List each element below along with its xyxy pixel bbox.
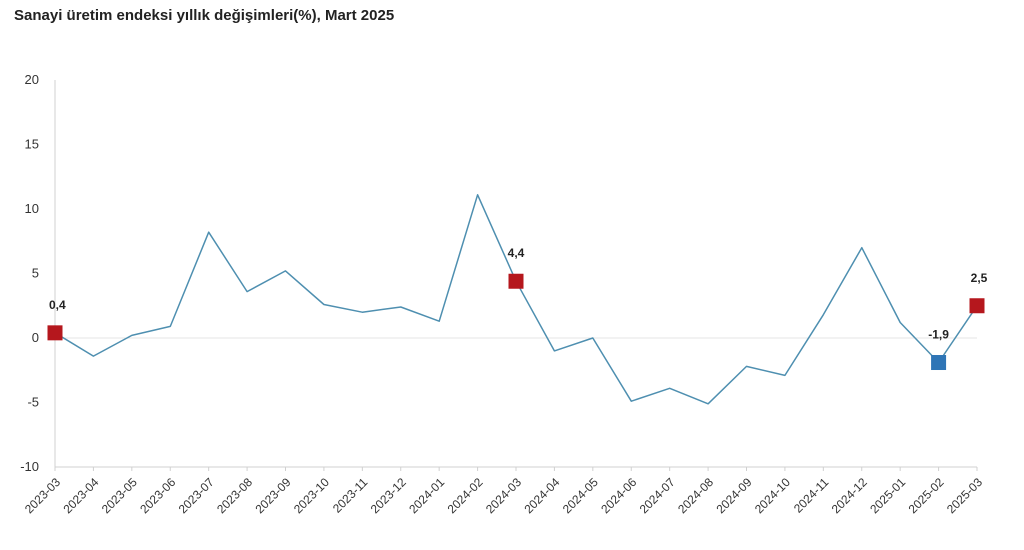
x-tick-label: 2024-02 (445, 475, 486, 516)
x-tick-label: 2025-02 (906, 475, 947, 516)
x-tick-label: 2024-04 (521, 475, 562, 516)
y-tick-label: 0 (32, 330, 39, 345)
highlight-marker (969, 298, 985, 314)
data-label: 4,4 (508, 246, 525, 260)
x-tick-label: 2024-12 (829, 475, 870, 516)
y-tick-label: 10 (25, 201, 39, 216)
y-tick-label: 15 (25, 137, 39, 152)
x-tick-label: 2024-08 (675, 475, 716, 516)
x-tick-label: 2024-05 (560, 475, 601, 516)
data-label: 0,4 (49, 298, 66, 312)
x-tick-label: 2024-07 (637, 475, 678, 516)
y-tick-label: -10 (20, 459, 39, 474)
highlight-marker (508, 273, 524, 289)
y-tick-label: 5 (32, 266, 39, 281)
x-tick-label: 2025-01 (867, 475, 908, 516)
x-tick-label: 2024-03 (483, 475, 524, 516)
series-line (54, 194, 978, 405)
x-tick-label: 2023-10 (291, 475, 332, 516)
x-tick-label: 2023-07 (176, 475, 217, 516)
x-tick-label: 2023-06 (137, 475, 178, 516)
y-tick-label: 20 (25, 72, 39, 87)
y-tick-label: -5 (27, 395, 39, 410)
highlight-marker (47, 325, 63, 341)
x-tick-label: 2024-10 (752, 475, 793, 516)
x-tick-label: 2024-09 (714, 475, 755, 516)
x-tick-label: 2023-03 (22, 475, 63, 516)
data-label: -1,9 (928, 328, 949, 342)
x-tick-label: 2023-04 (60, 475, 101, 516)
x-tick-label: 2023-11 (330, 475, 371, 516)
x-tick-label: 2023-08 (214, 475, 255, 516)
x-tick-label: 2024-06 (598, 475, 639, 516)
chart-title: Sanayi üretim endeksi yıllık değişimleri… (14, 7, 395, 24)
x-tick-label: 2024-01 (406, 475, 447, 516)
highlight-marker (931, 355, 947, 371)
x-tick-label: 2023-09 (253, 475, 294, 516)
x-tick-label: 2023-05 (99, 475, 140, 516)
x-tick-label: 2024-11 (791, 475, 832, 516)
x-tick-label: 2025-03 (944, 475, 985, 516)
data-label: 2,5 (971, 271, 988, 285)
x-tick-label: 2023-12 (368, 475, 409, 516)
